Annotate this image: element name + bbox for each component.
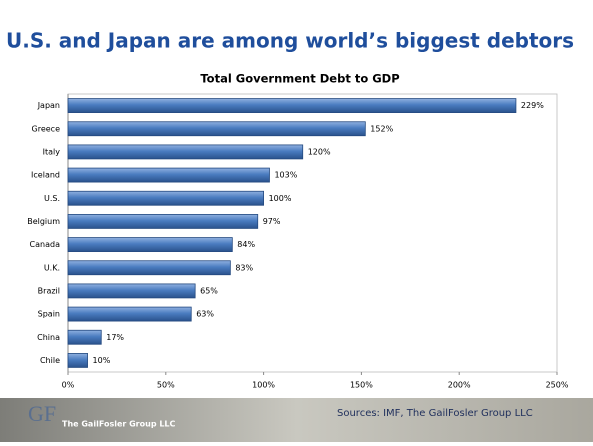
bar — [67, 98, 517, 113]
category-label: U.K. — [44, 263, 60, 272]
bar — [67, 329, 102, 345]
value-label: 17% — [106, 333, 124, 342]
x-tick-label: 50% — [157, 381, 175, 390]
bar — [67, 121, 366, 137]
x-tick-label: 100% — [252, 381, 275, 390]
bar — [67, 214, 259, 229]
category-label: Iceland — [31, 171, 60, 180]
category-label: Italy — [43, 147, 61, 156]
bar — [67, 260, 231, 276]
chart-title: Total Government Debt to GDP — [200, 72, 399, 86]
category-label: Greece — [32, 124, 61, 133]
bar — [67, 190, 265, 206]
footer-band — [0, 398, 593, 442]
category-label: Chile — [40, 356, 60, 365]
category-label: China — [37, 333, 60, 342]
value-label: 10% — [93, 356, 111, 365]
value-label: 97% — [263, 217, 281, 226]
category-label: Belgium — [27, 217, 60, 226]
category-label: Canada — [30, 240, 61, 249]
bar — [67, 306, 192, 322]
bar — [67, 283, 196, 299]
value-label: 65% — [200, 286, 218, 295]
category-label: Spain — [38, 310, 60, 319]
bar — [67, 353, 88, 368]
value-label: 83% — [235, 263, 253, 272]
value-label: 100% — [269, 194, 292, 203]
x-tick-label: 250% — [546, 381, 569, 390]
bar — [67, 167, 270, 183]
slide-title: U.S. and Japan are among world’s biggest… — [6, 29, 574, 53]
logo: GF — [28, 401, 56, 426]
source-note: Sources: IMF, The GailFosler Group LLC — [337, 408, 533, 419]
value-label: 84% — [237, 240, 255, 249]
x-tick-label: 150% — [350, 381, 373, 390]
company-name: The GailFosler Group LLC — [62, 420, 176, 429]
category-label: Japan — [37, 101, 60, 110]
value-label: 120% — [308, 147, 331, 156]
x-tick-label: 200% — [448, 381, 471, 390]
category-label: U.S. — [44, 194, 60, 203]
value-label: 229% — [521, 101, 544, 110]
x-tick-label: 0% — [62, 381, 75, 390]
bar — [67, 237, 233, 252]
category-label: Brazil — [38, 286, 60, 295]
value-label: 152% — [370, 124, 393, 133]
bar — [67, 144, 304, 160]
value-label: 63% — [196, 310, 214, 319]
value-label: 103% — [274, 171, 297, 180]
